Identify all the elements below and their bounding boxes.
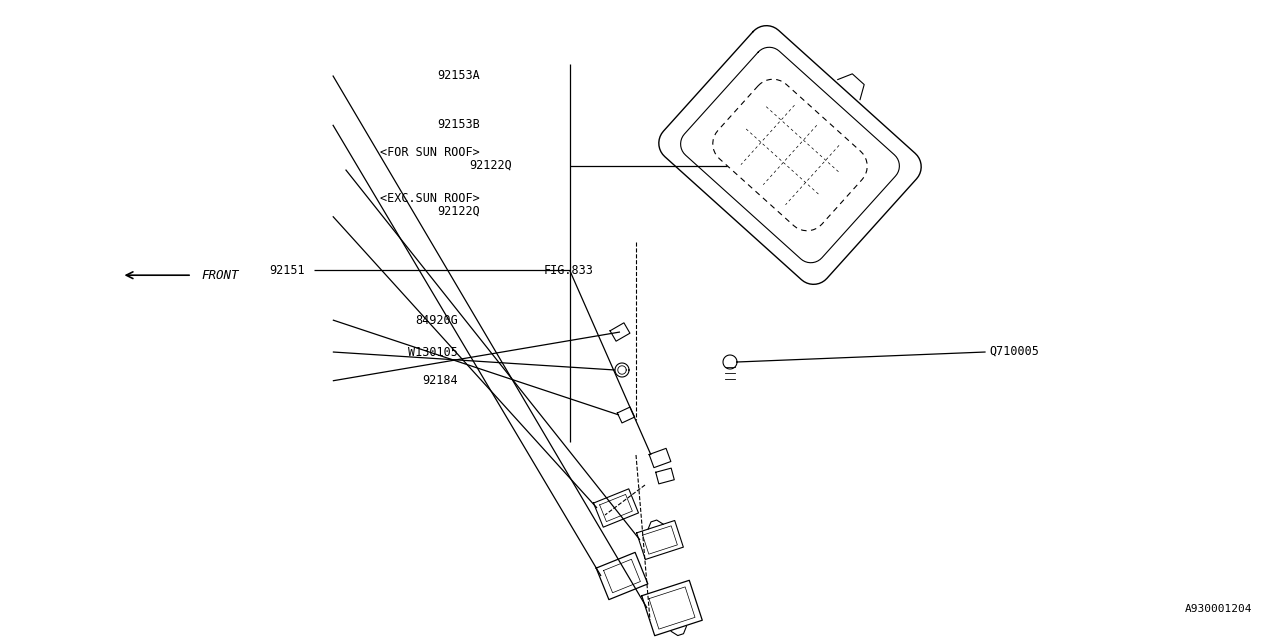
Text: <FOR SUN ROOF>: <FOR SUN ROOF> [380,146,480,159]
Text: A930001204: A930001204 [1184,604,1252,614]
Text: FIG.833: FIG.833 [544,264,594,276]
Text: 92122Q: 92122Q [438,205,480,218]
Text: FRONT: FRONT [201,269,238,282]
Text: W130105: W130105 [408,346,458,358]
Text: 92153B: 92153B [438,118,480,131]
Text: <EXC.SUN ROOF>: <EXC.SUN ROOF> [380,192,480,205]
Text: 92184: 92184 [422,374,458,387]
Text: 84920G: 84920G [416,314,458,326]
Text: 92151: 92151 [269,264,305,276]
Text: Q710005: Q710005 [989,344,1039,357]
Text: 92122Q: 92122Q [470,159,512,172]
Text: 92153A: 92153A [438,69,480,82]
